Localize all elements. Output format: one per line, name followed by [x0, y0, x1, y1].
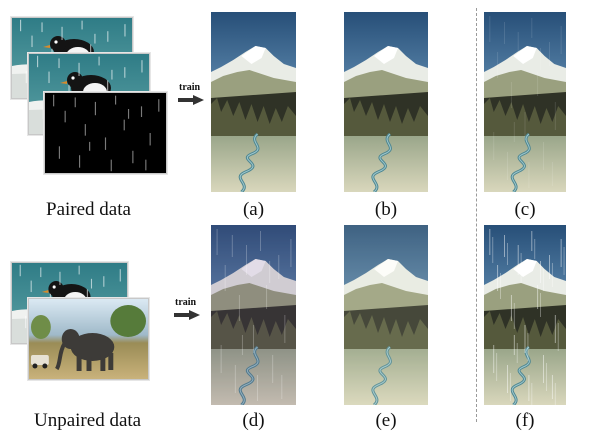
result-label-c: (c)	[514, 199, 536, 220]
unpaired-clean-image	[28, 298, 149, 380]
column-divider	[476, 8, 477, 422]
train-label-top: train	[179, 82, 201, 93]
result-label-b: (b)	[374, 199, 398, 220]
paired-rain-mask-image	[44, 92, 167, 174]
arrow-right-icon	[178, 95, 204, 105]
arrow-right-icon	[174, 310, 200, 320]
paired-data-label: Paired data	[46, 199, 131, 220]
result-label-d: (d)	[242, 410, 265, 431]
result-label-a: (a)	[242, 199, 265, 220]
result-image-a	[211, 12, 296, 192]
result-label-e: (e)	[375, 410, 397, 431]
result-image-e	[344, 225, 428, 405]
train-label-bottom: train	[175, 297, 197, 308]
result-image-b	[344, 12, 428, 192]
result-image-f	[484, 225, 566, 405]
result-image-c	[484, 12, 566, 192]
result-image-d	[211, 225, 296, 405]
unpaired-data-label: Unpaired data	[34, 410, 142, 431]
result-label-f: (f)	[515, 410, 535, 431]
